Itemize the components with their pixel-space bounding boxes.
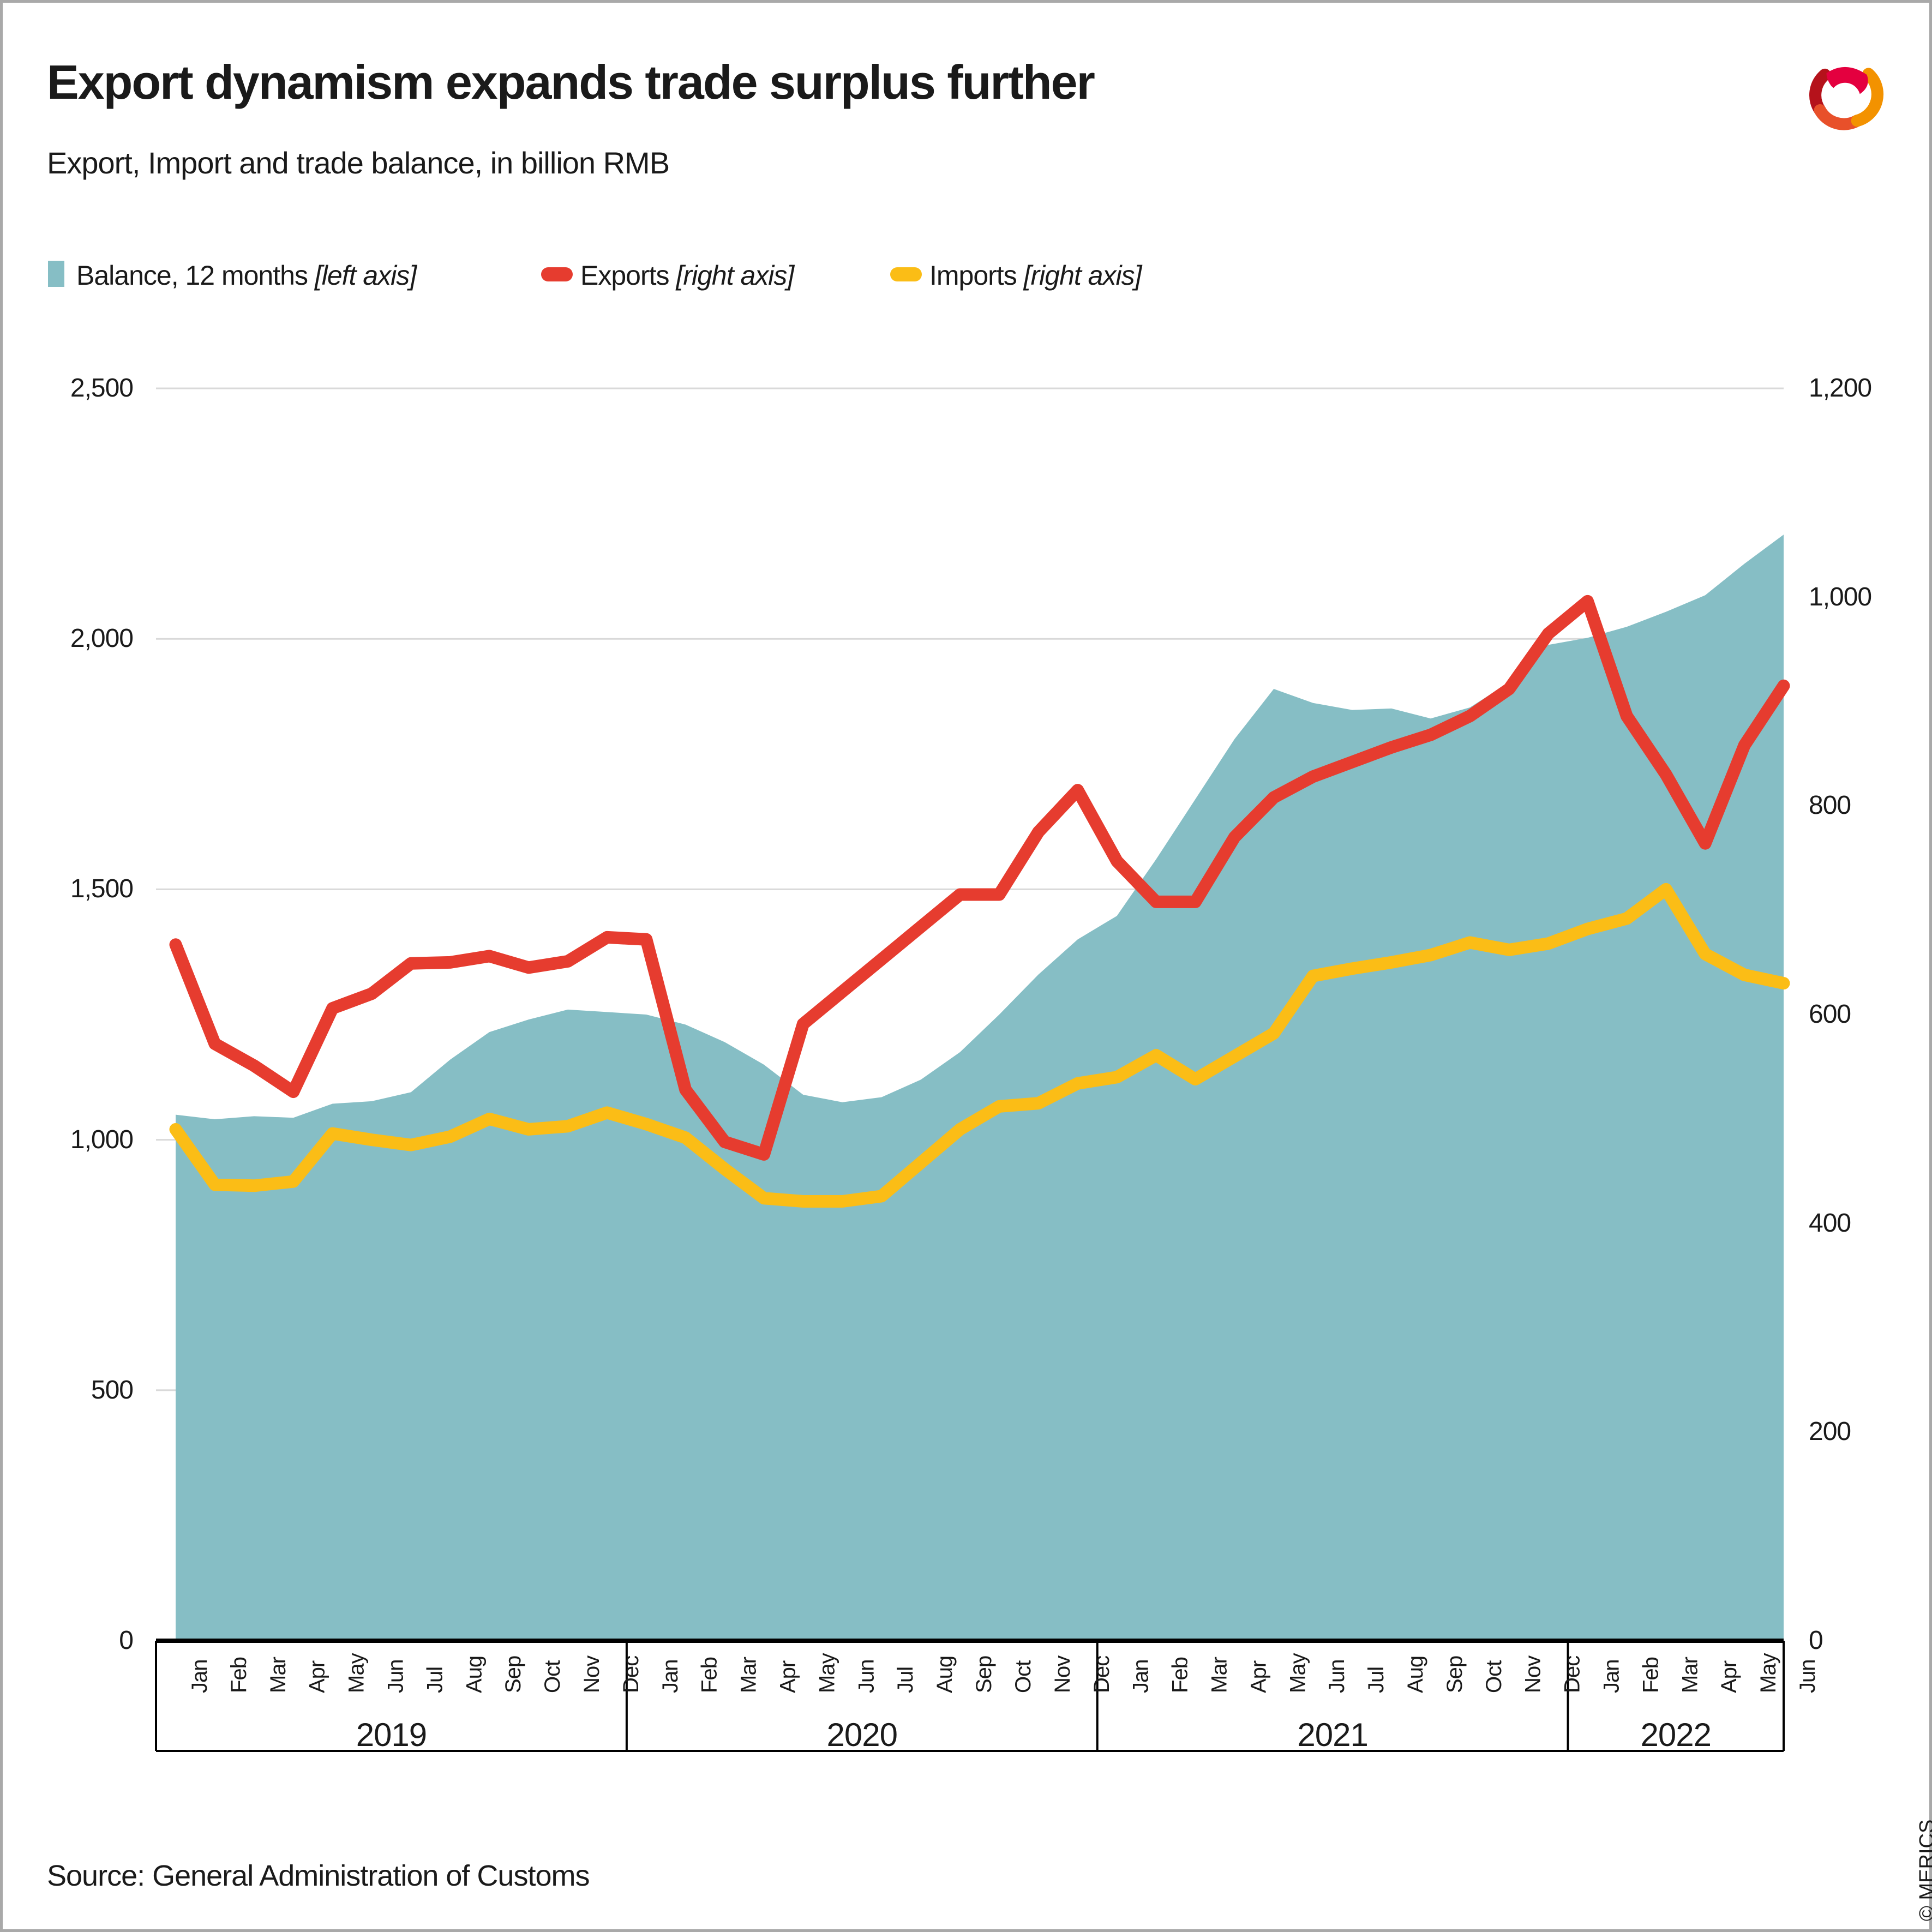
exports-line xyxy=(169,595,1790,1161)
month-label-2020-Apr: Apr xyxy=(776,1660,800,1693)
month-label-2019-Aug: Aug xyxy=(462,1655,487,1693)
month-label-2022-May: May xyxy=(1756,1653,1781,1693)
right-axis-tick-1000: 1,000 xyxy=(1809,582,1872,611)
source-note: Source: General Administration of Custom… xyxy=(47,1859,590,1892)
logo-center-hole xyxy=(1829,82,1861,114)
left-axis-tick-1500: 1,500 xyxy=(70,874,134,904)
month-label-2022-Jan: Jan xyxy=(1599,1659,1624,1694)
legend-exports-axis-note: [right axis] xyxy=(676,260,794,291)
month-label-2021-Dec: Dec xyxy=(1560,1655,1585,1693)
legend-balance-label: Balance, 12 months [left axis] xyxy=(76,260,417,291)
legend-imports-axis-note: [right axis] xyxy=(1023,260,1142,291)
month-label-2020-Dec: Dec xyxy=(1089,1655,1114,1693)
copyright-note: © MERICS xyxy=(1916,1819,1932,1921)
legend-imports-label: Imports [right axis] xyxy=(929,260,1142,291)
legend-exports-label: Exports [right axis] xyxy=(580,260,794,291)
right-axis-tick-0: 0 xyxy=(1809,1626,1823,1655)
month-label-2021-Aug: Aug xyxy=(1403,1655,1427,1693)
month-label-2019-Jun: Jun xyxy=(383,1659,408,1694)
month-label-2019-Jan: Jan xyxy=(188,1659,212,1694)
month-label-2020-Mar: Mar xyxy=(736,1657,761,1693)
year-label-2022: 2022 xyxy=(1640,1717,1712,1753)
logo-arc-orange xyxy=(1851,68,1884,127)
month-label-2020-Nov: Nov xyxy=(1050,1655,1075,1693)
left-axis-tick-0: 0 xyxy=(119,1626,134,1655)
merics-logo xyxy=(1807,49,1888,139)
balance-area xyxy=(176,535,1784,1641)
imports-dash-icon xyxy=(890,267,922,281)
month-label-2021-Feb: Feb xyxy=(1168,1657,1192,1693)
month-label-2021-Oct: Oct xyxy=(1481,1660,1506,1693)
right-axis-tick-200: 200 xyxy=(1809,1417,1851,1447)
chart-legend: Balance, 12 months [left axis] Exports [… xyxy=(0,259,1932,291)
month-label-2019-Sep: Sep xyxy=(501,1655,526,1693)
month-label-2021-Sep: Sep xyxy=(1442,1655,1467,1693)
month-label-2022-Feb: Feb xyxy=(1639,1657,1663,1693)
month-label-2022-Apr: Apr xyxy=(1717,1660,1742,1693)
legend-balance-text: Balance, 12 months xyxy=(76,260,308,291)
right-axis-tick-400: 400 xyxy=(1809,1208,1851,1238)
month-label-2020-May: May xyxy=(815,1653,839,1693)
month-label-2021-Jul: Jul xyxy=(1364,1666,1389,1693)
right-axis-tick-800: 800 xyxy=(1809,791,1851,820)
left-axis-tick-500: 500 xyxy=(91,1375,134,1405)
month-label-2019-Oct: Oct xyxy=(541,1660,565,1693)
month-label-2020-Sep: Sep xyxy=(972,1655,997,1693)
legend-imports-text: Imports xyxy=(929,260,1017,291)
month-label-2020-Jan: Jan xyxy=(658,1659,682,1694)
page-title: Export dynamism expands trade surplus fu… xyxy=(47,55,1095,109)
month-label-2022-Jun: Jun xyxy=(1796,1659,1820,1694)
month-label-2021-May: May xyxy=(1286,1653,1310,1693)
left-axis-tick-1000: 1,000 xyxy=(70,1125,134,1154)
month-label-2021-Jan: Jan xyxy=(1129,1659,1153,1694)
exports-dash-icon xyxy=(541,267,573,281)
month-label-2019-Mar: Mar xyxy=(266,1657,290,1693)
month-label-2020-Oct: Oct xyxy=(1011,1660,1035,1693)
merics-logo-swirl xyxy=(1809,67,1884,130)
right-axis-tick-600: 600 xyxy=(1809,1000,1851,1029)
legend-balance-axis-note: [left axis] xyxy=(314,260,417,291)
month-label-2019-Feb: Feb xyxy=(226,1657,251,1693)
year-label-2021: 2021 xyxy=(1297,1717,1368,1753)
balance-swatch-icon xyxy=(48,261,64,287)
month-label-2021-Nov: Nov xyxy=(1521,1655,1545,1693)
month-label-2020-Feb: Feb xyxy=(697,1657,722,1693)
month-label-2019-Apr: Apr xyxy=(305,1660,329,1693)
legend-exports-text: Exports xyxy=(580,260,670,291)
imports-line xyxy=(169,883,1790,1208)
month-label-2021-Mar: Mar xyxy=(1207,1657,1232,1693)
month-label-2019-Dec: Dec xyxy=(619,1655,643,1693)
month-label-2019-Nov: Nov xyxy=(580,1655,604,1693)
month-label-2021-Apr: Apr xyxy=(1246,1660,1271,1693)
right-axis-tick-1200: 1,200 xyxy=(1809,374,1872,403)
month-label-2022-Mar: Mar xyxy=(1678,1657,1702,1693)
year-label-2019: 2019 xyxy=(356,1717,427,1753)
month-label-2019-Jul: Jul xyxy=(423,1666,447,1693)
month-label-2020-Jun: Jun xyxy=(854,1659,879,1694)
month-label-2019-May: May xyxy=(344,1653,369,1693)
left-axis-tick-2000: 2,000 xyxy=(70,624,134,653)
year-label-2020: 2020 xyxy=(826,1717,898,1753)
month-label-2021-Jun: Jun xyxy=(1325,1659,1349,1694)
month-label-2020-Jul: Jul xyxy=(893,1666,918,1693)
left-axis-tick-2500: 2,500 xyxy=(70,374,134,403)
page-subtitle: Export, Import and trade balance, in bil… xyxy=(47,146,670,180)
month-label-2020-Aug: Aug xyxy=(933,1655,957,1693)
